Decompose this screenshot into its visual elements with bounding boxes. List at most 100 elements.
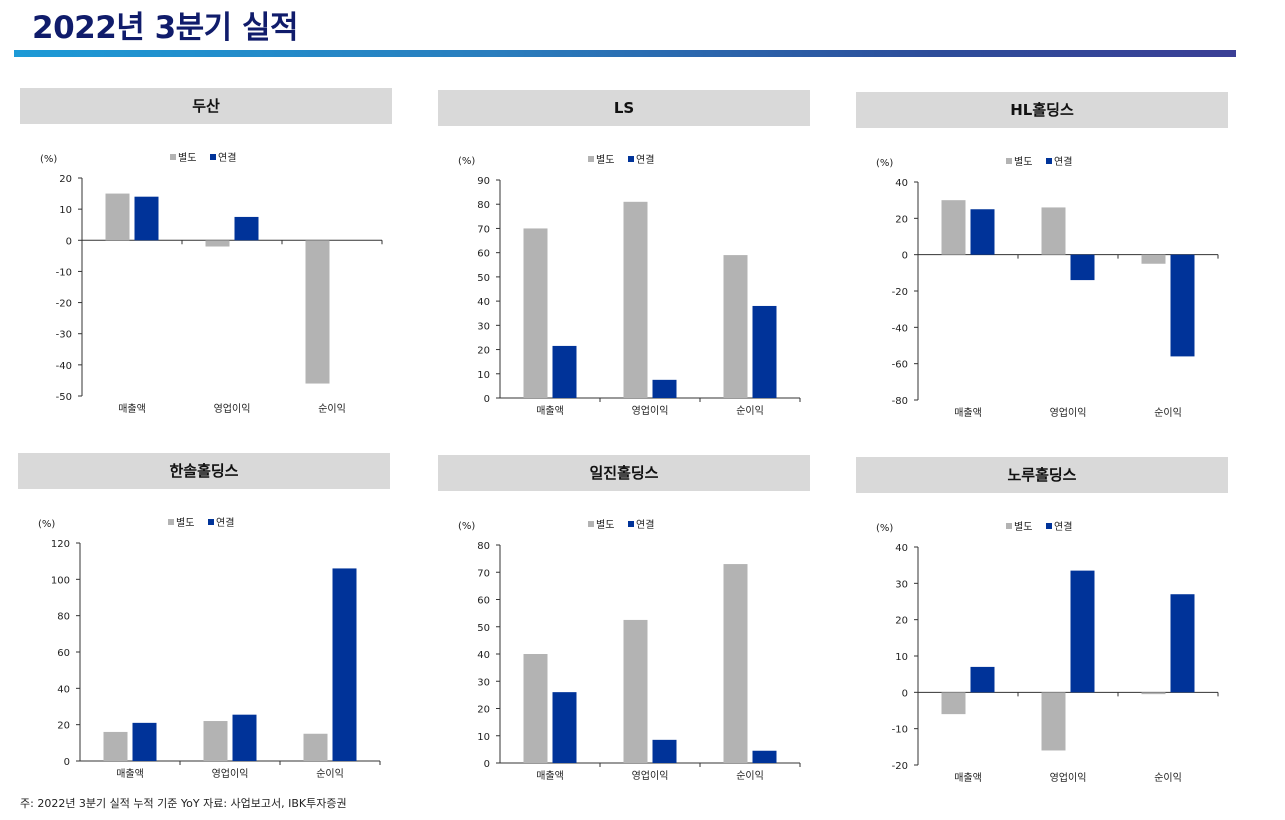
chart-panel-hansol-holdings: 한솔홀딩스 (%) 별도 연결 120 100 80 60 40 20 0 매출액 영업이익 순이익	[18, 453, 390, 808]
legend-label: 별도	[178, 152, 196, 164]
unit-label: (%)	[38, 519, 55, 530]
y-tick-label: 80	[477, 200, 490, 211]
x-category-label: 영업이익	[212, 767, 249, 780]
legend-swatch	[628, 521, 634, 527]
y-tick-label: 60	[57, 648, 70, 659]
y-tick-label: 50	[477, 273, 490, 284]
legend-swatch	[628, 156, 634, 162]
y-tick-label: 40	[57, 684, 70, 695]
bar-separate	[941, 200, 966, 255]
y-tick-label: -40	[56, 361, 72, 372]
legend-label: 연결	[1054, 156, 1072, 168]
legend-label: 연결	[216, 517, 234, 529]
y-tick-label: 90	[477, 176, 490, 187]
y-tick-label: 60	[477, 596, 490, 607]
legend-label: 별도	[596, 154, 614, 166]
x-category-label: 영업이익	[214, 402, 251, 415]
bar-separate	[623, 201, 648, 398]
bar-separate	[205, 240, 230, 247]
y-tick-label: 40	[895, 178, 908, 189]
bar-separate	[1141, 254, 1166, 264]
y-tick-label: 10	[477, 370, 490, 381]
y-tick-label: 40	[477, 650, 490, 661]
bar-consolidated	[752, 750, 777, 763]
y-tick-label: -10	[56, 267, 72, 278]
bar-separate	[303, 733, 328, 761]
bar-separate	[203, 721, 228, 761]
bar-chart-doosan: (%) 별도 연결 20 10 0 -10 -20 -30 -40 -50 매출액 영업이익 순이익	[40, 152, 383, 415]
x-category-label: 매출액	[536, 770, 564, 782]
bar-consolidated	[970, 666, 995, 693]
y-tick-label: 30	[477, 677, 490, 688]
y-tick-label: -20	[56, 299, 72, 310]
x-category-label: 매출액	[954, 772, 982, 784]
bar-separate	[1141, 692, 1166, 695]
x-category-label: 순이익	[736, 770, 764, 782]
bar-consolidated	[652, 379, 677, 398]
bar-separate	[723, 255, 748, 398]
y-tick-label: 80	[477, 541, 490, 552]
legend-swatch	[588, 521, 594, 527]
bar-consolidated	[970, 209, 995, 255]
y-tick-label: 70	[477, 224, 490, 235]
bar-consolidated	[1070, 570, 1095, 693]
chart-panel-doosan: 두산 (%) 별도 연결 20 10 0 -10 -20 -30 -40 -50 매출액 영업이익 순이익	[20, 88, 392, 443]
bar-chart-hl-holdings: (%) 별도 연결 40 20 0 -20 -40 -60 -80 매출액 영업이익 순이익	[876, 156, 1219, 419]
legend-label: 별도	[1014, 521, 1032, 533]
chart-title: 두산	[20, 88, 392, 124]
chart-title: HL홀딩스	[856, 92, 1228, 128]
y-tick-label: 10	[895, 652, 908, 663]
bar-consolidated	[552, 345, 577, 398]
legend-label: 연결	[218, 152, 236, 164]
unit-label: (%)	[876, 523, 893, 534]
legend-swatch	[210, 154, 216, 160]
y-tick-label: 10	[59, 205, 72, 216]
bar-separate	[1041, 692, 1066, 751]
bar-consolidated	[752, 305, 777, 398]
unit-label: (%)	[40, 154, 57, 165]
legend-swatch	[1046, 158, 1052, 164]
legend-swatch	[1006, 158, 1012, 164]
y-tick-label: 0	[64, 757, 70, 768]
bar-separate	[305, 240, 330, 384]
chart-panel-noroo-holdings: 노루홀딩스 (%) 별도 연결 40 30 20 10 0 -10 -20 매출액 영업이익 순이익	[856, 457, 1228, 812]
y-tick-label: 0	[484, 394, 490, 405]
y-tick-label: 100	[51, 575, 70, 586]
unit-label: (%)	[458, 156, 475, 167]
y-tick-label: 10	[477, 732, 490, 743]
bar-separate	[941, 692, 966, 715]
y-tick-label: 30	[895, 579, 908, 590]
y-tick-label: -30	[56, 330, 72, 341]
x-category-label: 순이익	[736, 405, 764, 417]
page-title: 2022년 3분기 실적	[32, 10, 299, 46]
bar-consolidated	[552, 692, 577, 763]
legend-label: 별도	[1014, 156, 1032, 168]
bar-chart-noroo-holdings: (%) 별도 연결 40 30 20 10 0 -10 -20 매출액 영업이익 순이익	[876, 521, 1219, 784]
chart-title: 한솔홀딩스	[18, 453, 390, 489]
legend-swatch	[208, 519, 214, 525]
y-tick-label: 0	[902, 251, 908, 262]
y-tick-label: 80	[57, 612, 70, 623]
y-tick-label: 20	[895, 616, 908, 627]
y-tick-label: -20	[892, 287, 908, 298]
x-category-label: 순이익	[1154, 772, 1182, 784]
bar-consolidated	[332, 568, 357, 761]
legend-label: 별도	[596, 519, 614, 531]
bar-chart-iljin-holdings: (%) 별도 연결 80 70 60 50 40 30 20 10 0 매출액 영업이익 순이익	[458, 519, 801, 782]
y-tick-label: 0	[902, 688, 908, 699]
y-tick-label: 20	[57, 721, 70, 732]
bar-consolidated	[132, 722, 157, 761]
y-tick-label: -40	[892, 323, 908, 334]
chart-title: 노루홀딩스	[856, 457, 1228, 493]
bar-chart-hansol-holdings: (%) 별도 연결 120 100 80 60 40 20 0 매출액 영업이익 순이익	[38, 517, 381, 780]
y-tick-label: -50	[56, 392, 72, 403]
y-tick-label: 20	[477, 346, 490, 357]
x-category-label: 순이익	[318, 403, 346, 415]
bar-separate	[523, 654, 548, 763]
x-category-label: 매출액	[536, 405, 564, 417]
x-category-label: 영업이익	[632, 404, 669, 417]
y-tick-label: 120	[51, 539, 70, 550]
bar-separate	[723, 564, 748, 763]
bar-consolidated	[232, 714, 257, 761]
bar-consolidated	[234, 216, 259, 241]
